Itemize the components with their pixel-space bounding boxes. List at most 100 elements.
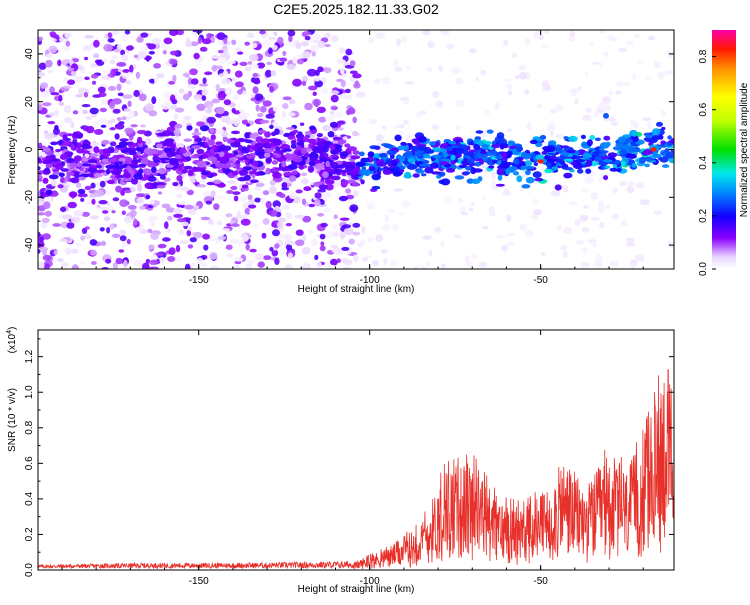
spectrogram-cell <box>432 90 440 99</box>
spectrogram-cell <box>163 37 173 45</box>
spectrogram-cell <box>87 159 98 164</box>
spectrogram-cell <box>488 165 495 169</box>
spectrogram-cell <box>311 238 318 247</box>
spectrogram-cell <box>121 210 126 216</box>
spectrogram-cell <box>599 147 605 151</box>
spectrogram-cell <box>519 187 525 193</box>
spectrogram-cell <box>217 49 224 54</box>
spectrogram-cell <box>431 124 440 131</box>
spectrogram-cell <box>65 40 71 47</box>
spectrogram-cell <box>68 191 78 198</box>
spectrogram-cell <box>202 233 211 240</box>
spectrogram-cell <box>248 199 255 205</box>
spectrogram-cell <box>90 182 96 189</box>
spectrogram-cell <box>269 124 274 129</box>
spectrogram-cell <box>235 154 244 158</box>
spectrogram-cell <box>244 66 252 72</box>
spectrogram-cell <box>575 158 586 163</box>
spectrogram-cell <box>235 160 241 165</box>
spectrogram-cell <box>584 177 594 184</box>
spectrogram-cell <box>211 145 216 150</box>
spectrogram-cell <box>80 197 85 202</box>
spectrogram-cell <box>223 99 232 106</box>
spectrogram-cell <box>289 191 297 200</box>
spectrogram-cell <box>549 130 554 137</box>
spectrogram-cell <box>599 30 606 34</box>
spectrogram-cell <box>200 216 211 221</box>
spectrogram-cell <box>255 136 262 143</box>
spectrogram-cell <box>111 210 116 214</box>
spectrogram-cell <box>106 179 115 184</box>
spectrogram-cell <box>102 148 111 155</box>
spectrogram-cell <box>333 144 342 149</box>
y-tick-label: 0 <box>24 146 35 152</box>
spectrogram-cell <box>254 171 261 176</box>
spectrogram-cell <box>89 107 99 115</box>
spectrogram-cell <box>331 156 339 160</box>
spectrogram-cell <box>288 41 294 48</box>
spectrogram-cell <box>45 163 53 168</box>
spectrogram-cell <box>58 37 65 42</box>
spectrogram-cell <box>659 156 669 163</box>
spectrogram-cell <box>337 139 347 145</box>
spectrogram-cell <box>261 40 271 47</box>
spectrogram-cell <box>625 237 636 243</box>
spectrogram-cell <box>125 165 132 171</box>
spectrogram-cell <box>666 142 672 147</box>
spectrogram-cell <box>161 203 171 209</box>
spectrogram-cell <box>144 138 152 145</box>
spectrogram-cell <box>291 170 299 175</box>
spectrogram-cell <box>265 156 273 164</box>
spectrogram-cell <box>272 106 278 112</box>
spectrogram-cell <box>617 136 627 143</box>
spectrogram-cell <box>461 212 468 216</box>
spectrogram-cell <box>568 135 578 142</box>
spectrogram-cell <box>317 212 325 217</box>
spectrogram-cell <box>247 61 253 65</box>
spectrogram-cell <box>279 247 286 256</box>
spectrogram-cell <box>58 94 63 102</box>
spectrogram-cell <box>329 111 335 115</box>
spectrogram-cell <box>612 187 618 194</box>
spectrogram-cell <box>384 214 389 223</box>
spectrogram-cell <box>330 258 338 266</box>
spectrogram-cell <box>465 166 472 171</box>
spectrogram-cell <box>169 30 179 36</box>
spectrogram-cell <box>329 144 336 151</box>
spectrogram-cell <box>336 59 346 64</box>
spectrogram-cell <box>457 197 463 203</box>
spectrogram-cell <box>210 190 216 198</box>
spectrogram-cell <box>352 222 361 228</box>
spectrogram-cell <box>641 117 652 121</box>
spectrogram-cell <box>317 66 324 73</box>
spectrogram-cell <box>341 224 352 229</box>
spectrogram-cell <box>269 86 274 93</box>
spectrogram-cell <box>490 171 497 179</box>
spectrogram-cell <box>176 218 187 223</box>
spectrogram-cell <box>531 214 538 220</box>
spectrogram-cell <box>258 129 267 134</box>
spectrogram-cell <box>196 184 207 188</box>
spectrogram-cell <box>191 145 202 150</box>
spectrogram-peak <box>537 159 544 164</box>
spectrogram-cell <box>281 204 291 210</box>
spectrogram-cell <box>119 235 127 242</box>
spectrogram-cell <box>261 232 267 239</box>
spectrogram-cell <box>242 90 247 96</box>
spectrogram-cell <box>375 134 384 142</box>
spectrogram-cell <box>254 93 264 101</box>
spectrogram-cell <box>343 227 354 235</box>
spectrogram-cell <box>286 63 296 71</box>
spectrogram-cell <box>331 224 338 230</box>
spectrogram-cell <box>221 78 232 85</box>
spectrogram-cell <box>375 32 385 39</box>
spectrogram-cell <box>93 173 104 178</box>
y-tick-label: 20 <box>24 96 35 108</box>
spectrogram-cell <box>191 31 198 36</box>
spectrogram-cell <box>308 85 318 91</box>
spectrogram-cell <box>405 150 413 157</box>
spectrogram-cell <box>234 81 244 88</box>
snr-line-marks <box>38 369 674 570</box>
spectrogram-cell <box>136 155 144 160</box>
spectrogram-cell <box>169 104 178 110</box>
